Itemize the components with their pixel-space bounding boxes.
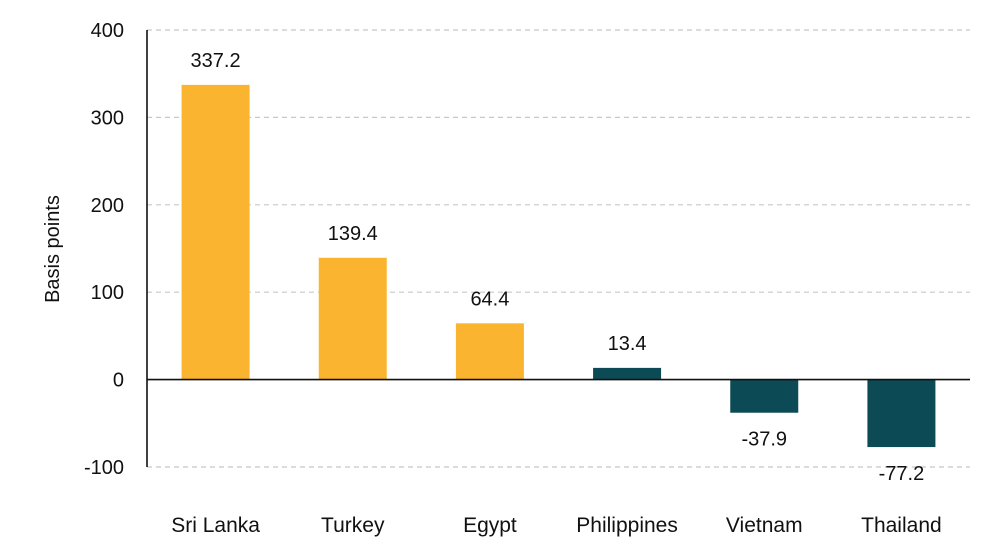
y-tick-label: 200 xyxy=(91,195,124,217)
x-tick-label: Philippines xyxy=(576,514,678,537)
x-tick-label: Vietnam xyxy=(726,514,803,537)
y-tick-label: 300 xyxy=(91,107,124,129)
data-label: 337.2 xyxy=(191,50,241,72)
bars xyxy=(181,84,936,448)
y-tick-label: 400 xyxy=(91,20,124,42)
x-tick-label: Turkey xyxy=(321,514,385,537)
y-tick-label: 0 xyxy=(113,370,124,392)
x-tick-label: Sri Lanka xyxy=(171,514,260,537)
data-label: -37.9 xyxy=(741,429,787,451)
gridlines xyxy=(147,29,970,468)
data-labels: 337.2 139.4 64.4 13.4 -37.9 -77.2 xyxy=(191,50,925,485)
x-axis-categories: Sri Lanka Turkey Egypt Philippines Vietnam Th… xyxy=(171,514,941,537)
data-label: 13.4 xyxy=(608,333,647,355)
x-tick-label: Thailand xyxy=(861,514,942,537)
x-tick-label: Egypt xyxy=(463,514,517,537)
bar xyxy=(455,323,524,380)
bar xyxy=(730,379,799,413)
bar xyxy=(181,84,250,380)
data-label: 139.4 xyxy=(328,223,378,245)
data-label: -77.2 xyxy=(879,463,925,485)
axes xyxy=(146,30,970,467)
y-tick-label: 100 xyxy=(91,282,124,304)
bar xyxy=(318,257,387,380)
y-tick-label: -100 xyxy=(84,457,124,479)
bar xyxy=(593,367,662,380)
y-axis-ticks: -100 0 100 200 300 400 xyxy=(84,20,124,479)
y-axis-title: Basis points xyxy=(42,195,64,303)
data-label: 64.4 xyxy=(470,288,509,310)
bar xyxy=(867,379,936,448)
